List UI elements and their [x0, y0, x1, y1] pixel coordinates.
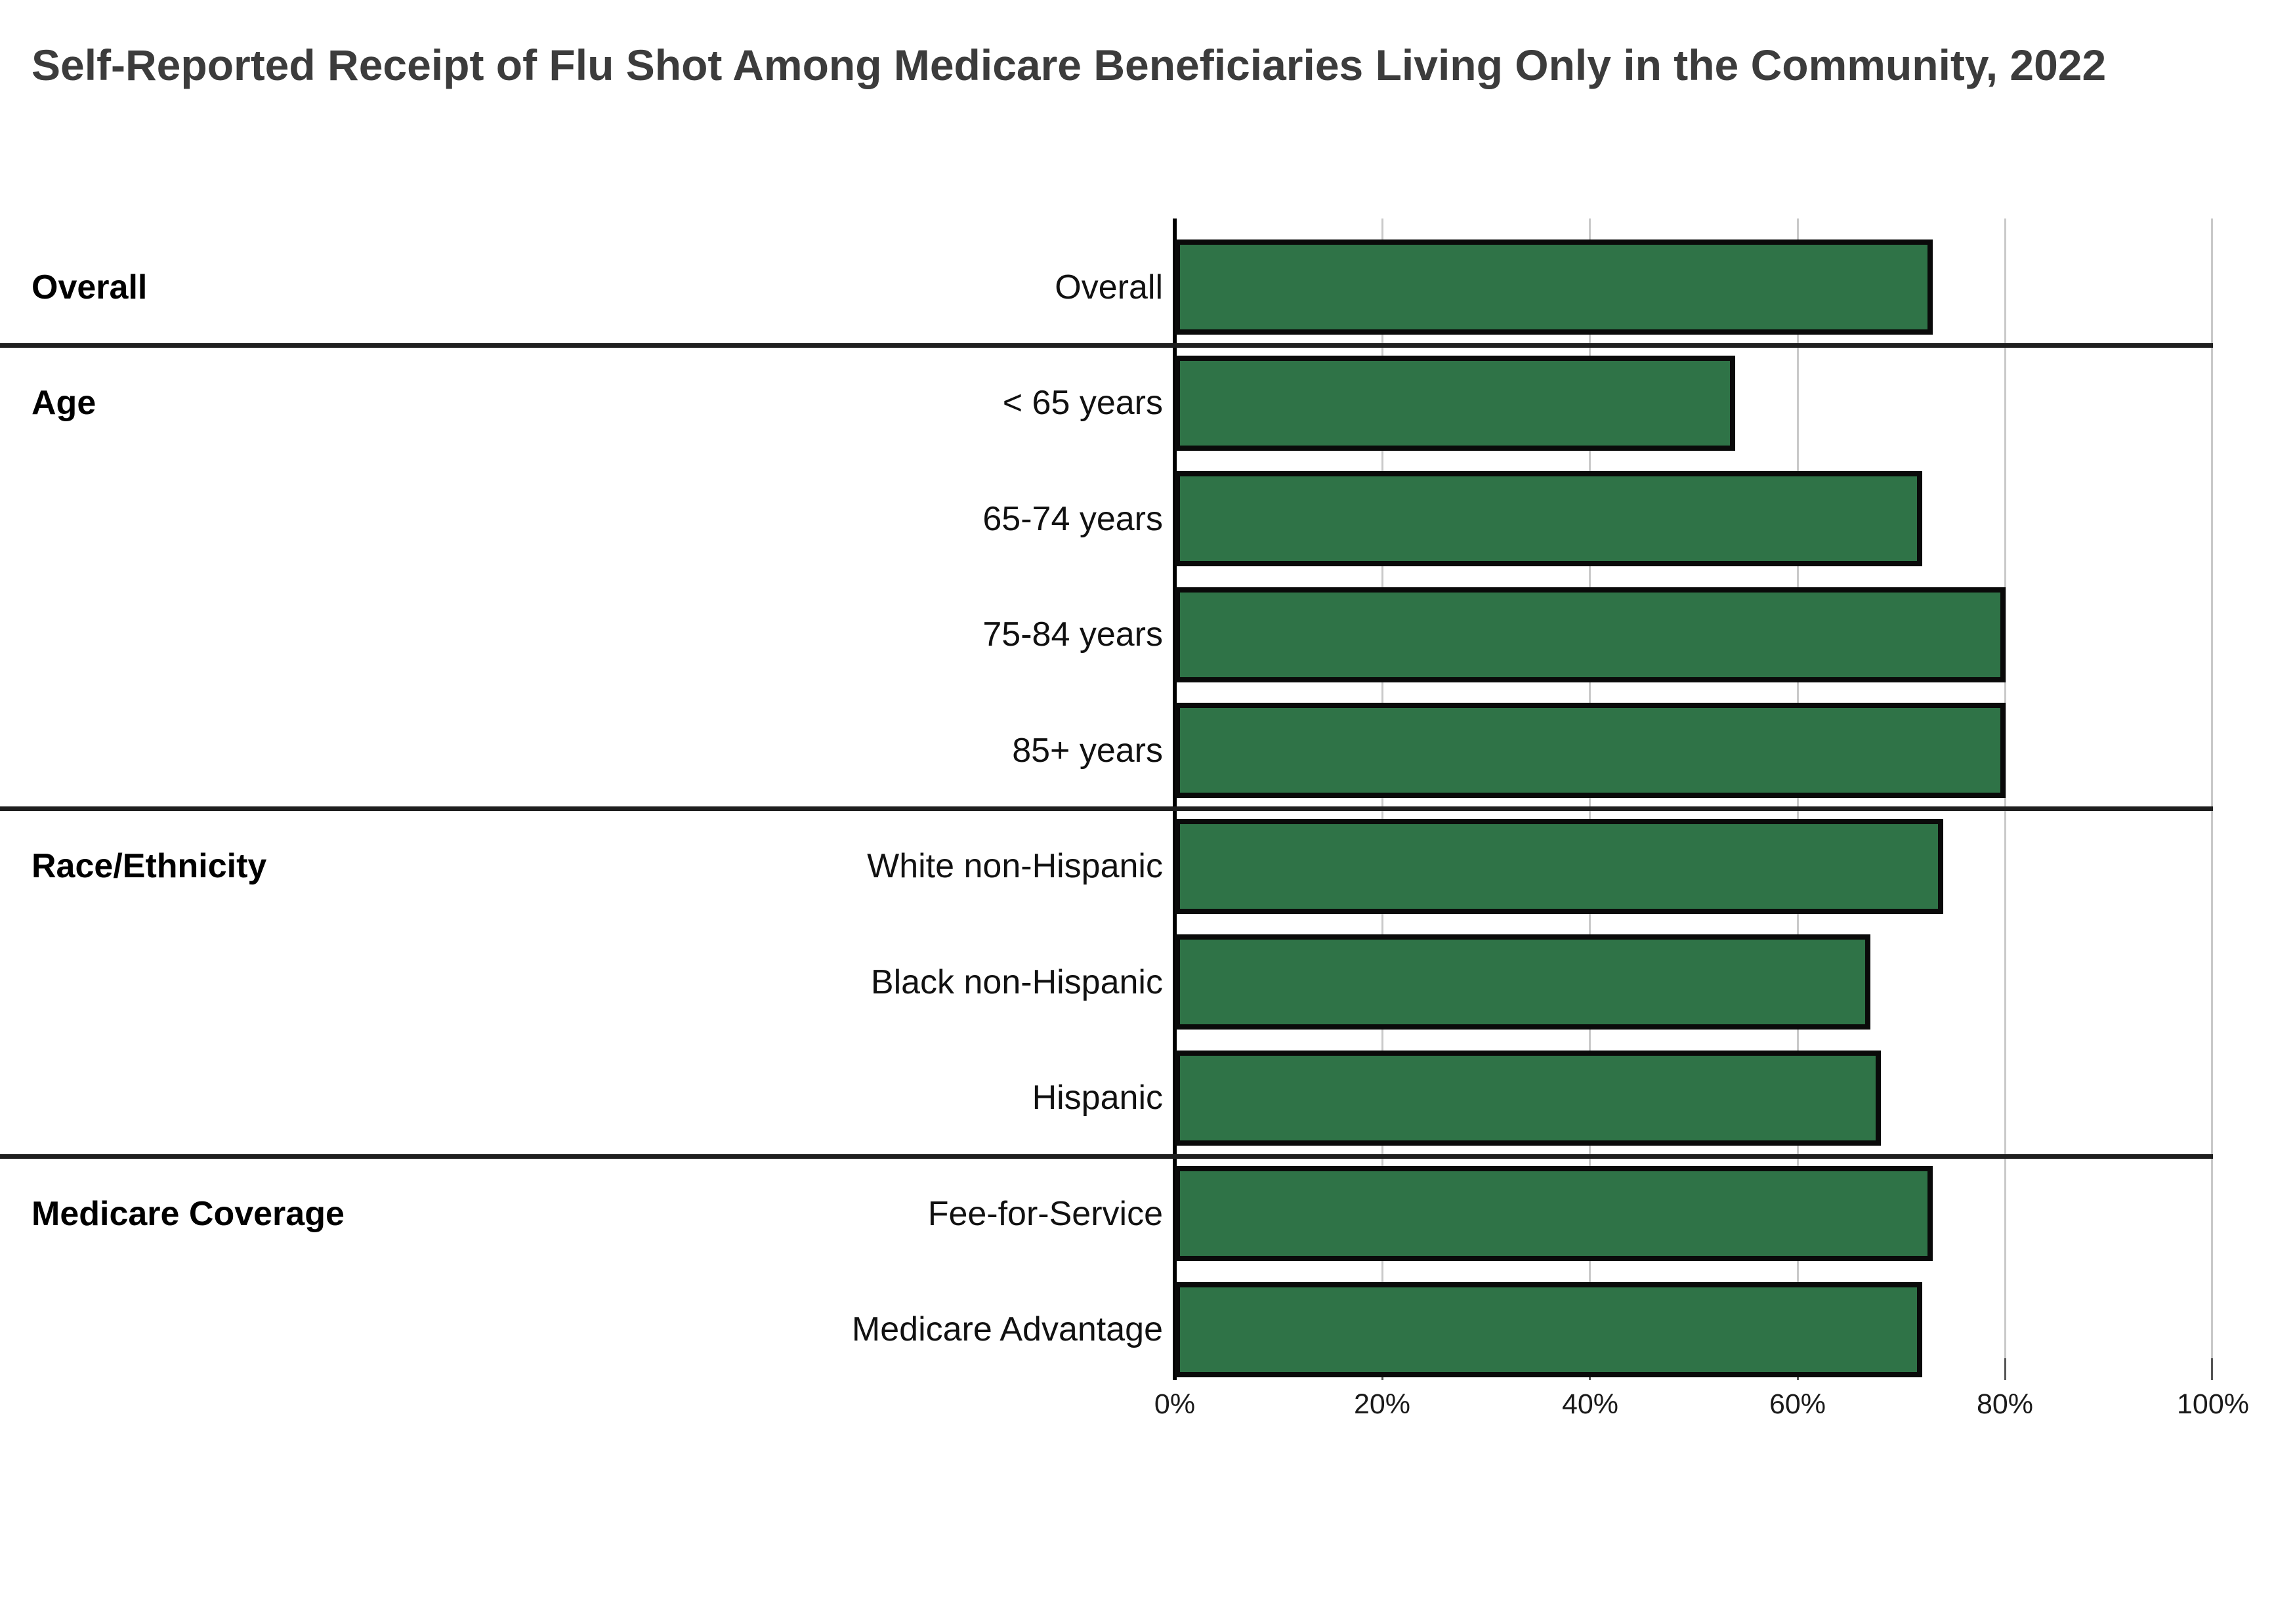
group-label-medicare-coverage: Medicare Coverage	[32, 1195, 345, 1233]
row-label-white-non-hispanic: White non-Hispanic	[867, 847, 1163, 885]
bar-white-non-hispanic	[1175, 819, 1943, 914]
bar-black-non-hispanic	[1175, 934, 1870, 1030]
gridline-100	[2211, 219, 2213, 1380]
row-label-hispanic: Hispanic	[1032, 1079, 1163, 1117]
gridline-60	[1797, 219, 1799, 1380]
x-tick-label-40: 40%	[1561, 1388, 1619, 1420]
row-label-under-65: < 65 years	[1002, 384, 1163, 422]
plot-area	[1173, 219, 2213, 1380]
separator-overall-age	[0, 343, 2213, 348]
y-axis-line	[1173, 219, 1177, 1380]
row-label-65-74: 65-74 years	[982, 500, 1163, 538]
bar-medicare-advantage	[1175, 1282, 1923, 1377]
row-label-medicare-advantage: Medicare Advantage	[851, 1310, 1163, 1348]
bar-85-plus	[1175, 703, 2006, 798]
x-tick-label-60: 60%	[1769, 1388, 1826, 1420]
row-label-75-84: 75-84 years	[982, 615, 1163, 654]
bar-overall	[1175, 239, 1933, 335]
bar-65-74	[1175, 471, 1923, 566]
separator-race-coverage	[0, 1154, 2213, 1159]
bar-under-65	[1175, 356, 1736, 451]
separator-age-race	[0, 806, 2213, 811]
tick-mark-100	[2211, 1358, 2213, 1380]
chart-title: Self-Reported Receipt of Flu Shot Among …	[32, 41, 2107, 89]
gridline-20	[1381, 219, 1383, 1380]
bar-fee-for-service	[1175, 1166, 1933, 1261]
row-label-85-plus: 85+ years	[1012, 732, 1163, 770]
x-tick-label-100: 100%	[2177, 1388, 2249, 1420]
row-label-fee-for-service: Fee-for-Service	[927, 1195, 1163, 1233]
group-label-overall: Overall	[32, 268, 148, 306]
group-label-age: Age	[32, 384, 96, 422]
gridline-40	[1589, 219, 1591, 1380]
x-tick-label-80: 80%	[1976, 1388, 2034, 1420]
x-tick-label-0: 0%	[1154, 1388, 1196, 1420]
bar-hispanic	[1175, 1051, 1881, 1146]
x-tick-label-20: 20%	[1353, 1388, 1411, 1420]
tick-mark-80	[2004, 1358, 2006, 1380]
row-label-overall: Overall	[1055, 268, 1163, 306]
group-label-race-ethnicity: Race/Ethnicity	[32, 847, 267, 885]
bar-75-84	[1175, 587, 2006, 682]
row-label-black-non-hispanic: Black non-Hispanic	[870, 963, 1163, 1001]
gridline-80	[2004, 219, 2006, 1380]
